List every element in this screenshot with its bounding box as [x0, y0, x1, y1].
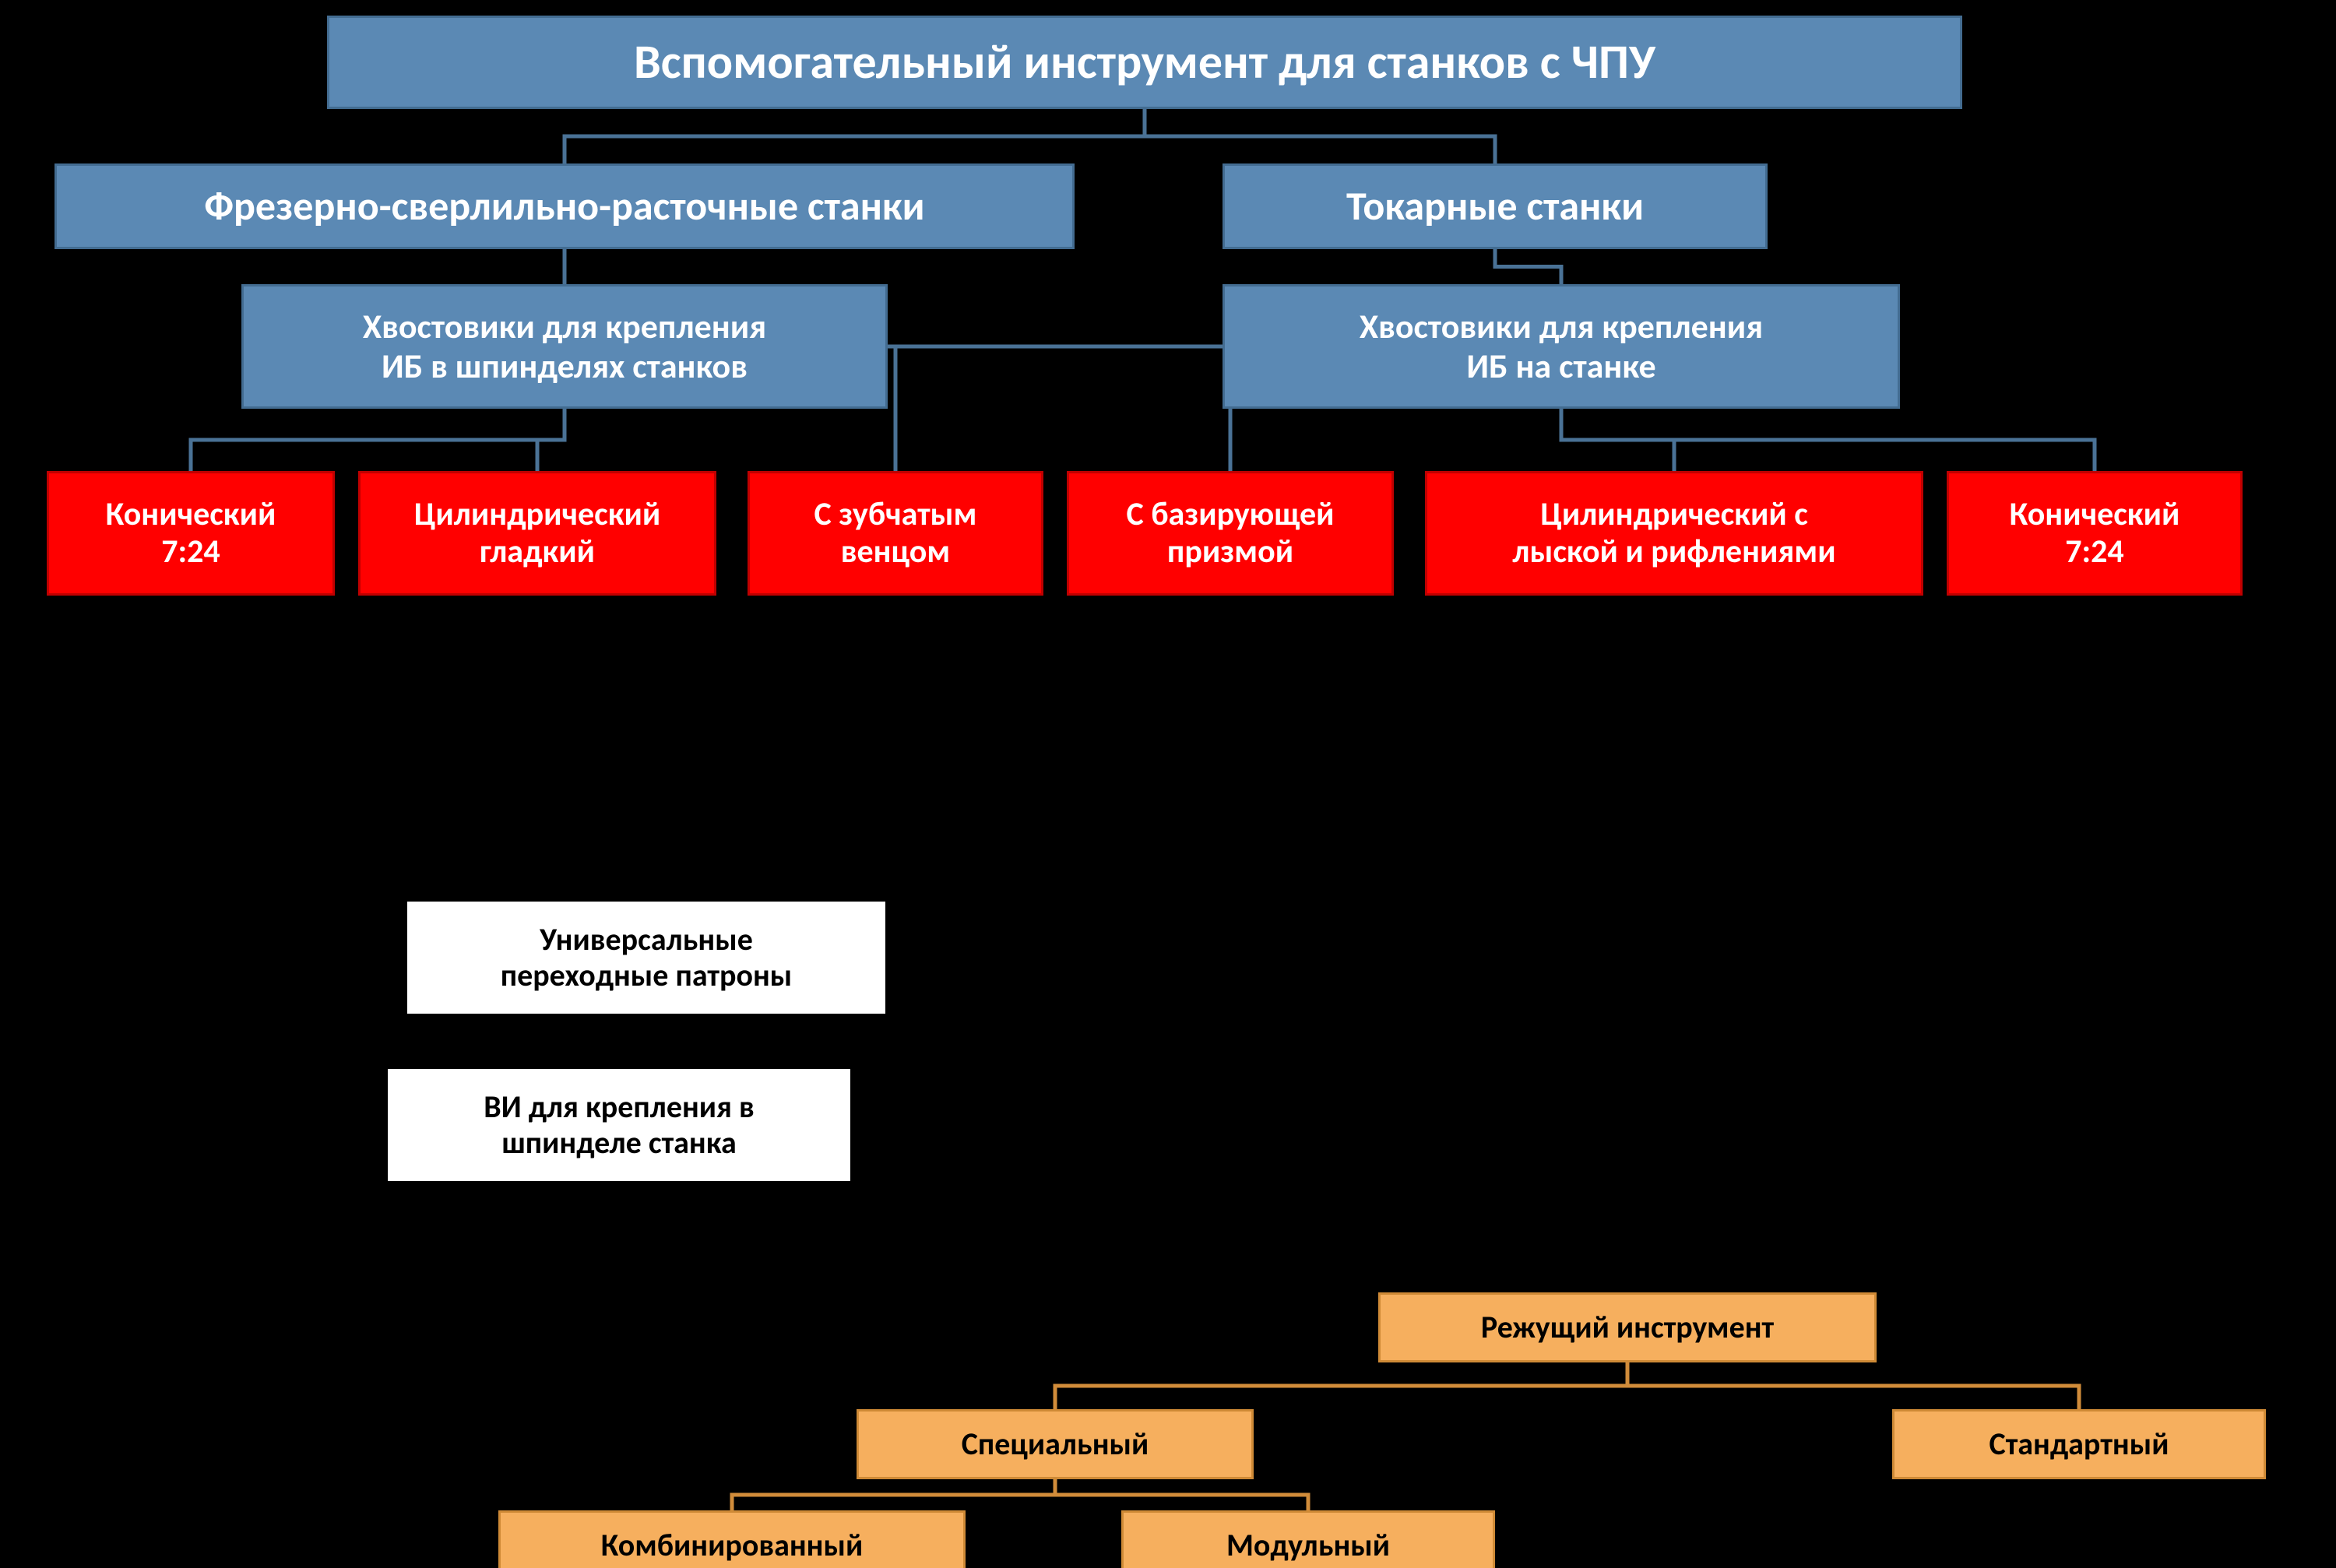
connector	[1561, 409, 2095, 471]
label: Фрезерно-сверлильно-расточные станки	[204, 183, 924, 230]
connector	[1495, 249, 1561, 284]
connector	[1561, 409, 1674, 471]
connector	[888, 346, 1230, 471]
label: Стандартный	[1989, 1426, 2169, 1462]
node-lathe: Токарные станки	[1223, 163, 1768, 249]
label: Цилиндрический с лыской и рифлениями	[1512, 496, 1835, 571]
label: Конический 7:24	[106, 496, 276, 571]
label: Универсальные переходные патроны	[501, 922, 793, 993]
connector	[1055, 1479, 1308, 1510]
connector	[537, 409, 565, 471]
label: Режущий инструмент	[1481, 1310, 1774, 1345]
node-white1: Универсальные переходные патроны	[405, 899, 888, 1016]
node-standard: Стандартный	[1892, 1409, 2266, 1479]
label: С базирующей призмой	[1126, 496, 1334, 571]
node-modular: Модульный	[1121, 1510, 1495, 1568]
label: Конический 7:24	[2010, 496, 2180, 571]
node-milling: Фрезерно-сверлильно-расточные станки	[55, 163, 1075, 249]
node-shank-mill: Хвостовики для крепления ИБ в шпинделях …	[241, 284, 888, 409]
label: Специальный	[962, 1426, 1149, 1462]
label: С зубчатым венцом	[814, 496, 976, 571]
node-leaf3: С зубчатым венцом	[748, 471, 1043, 596]
connector	[888, 346, 895, 471]
node-cut-tool: Режущий инструмент	[1378, 1292, 1877, 1362]
label: Вспомогательный инструмент для станков с…	[634, 34, 1655, 90]
node-combo: Комбинированный	[498, 1510, 966, 1568]
diagram-stage: { "canvas": { "w": 3000, "h": 2014, "bg"…	[0, 0, 2336, 1568]
connector	[1055, 1362, 1627, 1409]
label: Комбинированный	[601, 1528, 864, 1563]
label: Хвостовики для крепления ИБ на станке	[1360, 307, 1763, 385]
connector	[191, 409, 565, 471]
node-leaf4: С базирующей призмой	[1067, 471, 1394, 596]
connector	[732, 1479, 1055, 1510]
connector	[565, 109, 1145, 163]
label: Модульный	[1226, 1528, 1390, 1563]
connector	[1627, 1362, 2079, 1409]
node-white2: ВИ для крепления в шпинделе станка	[385, 1067, 853, 1183]
node-leaf2: Цилиндрический гладкий	[358, 471, 716, 596]
node-leaf5: Цилиндрический с лыской и рифлениями	[1425, 471, 1923, 596]
label: Хвостовики для крепления ИБ в шпинделях …	[363, 307, 766, 385]
node-special: Специальный	[857, 1409, 1254, 1479]
label: Цилиндрический гладкий	[414, 496, 661, 571]
node-shank-lathe: Хвостовики для крепления ИБ на станке	[1223, 284, 1900, 409]
label: Токарные станки	[1346, 183, 1644, 230]
node-root: Вспомогательный инструмент для станков с…	[327, 16, 1962, 109]
node-leaf1: Конический 7:24	[47, 471, 335, 596]
label: ВИ для крепления в шпинделе станка	[484, 1089, 755, 1161]
connector	[1145, 109, 1495, 163]
node-leaf6: Конический 7:24	[1947, 471, 2243, 596]
